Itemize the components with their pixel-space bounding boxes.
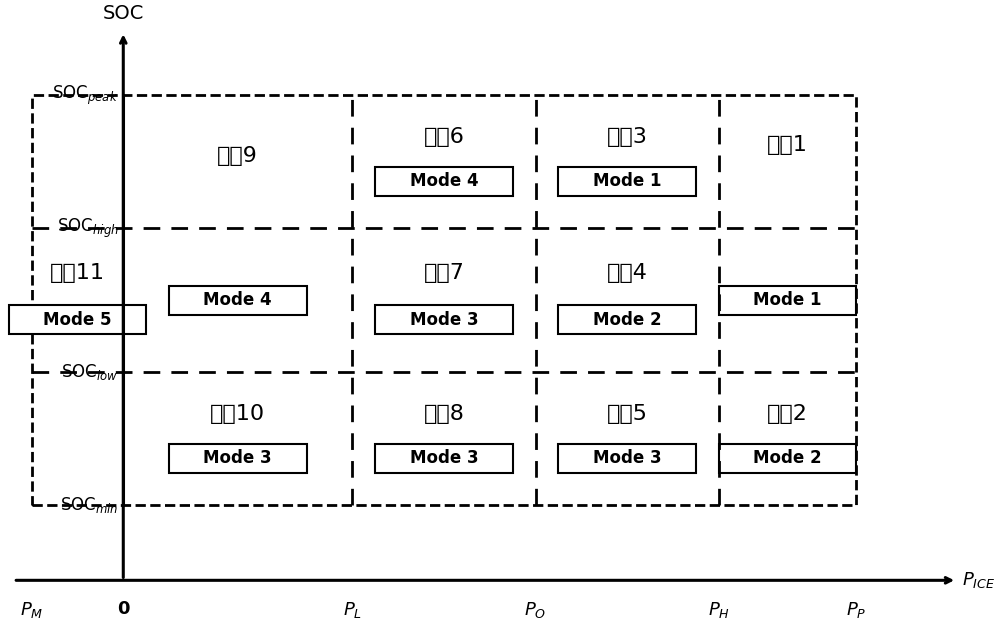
FancyBboxPatch shape xyxy=(375,167,513,196)
Text: 模式9: 模式9 xyxy=(217,146,258,166)
Text: Mode 2: Mode 2 xyxy=(753,449,822,467)
Text: Mode 2: Mode 2 xyxy=(593,311,662,329)
Text: Mode 4: Mode 4 xyxy=(410,172,478,190)
Text: 0: 0 xyxy=(117,600,130,618)
Text: Mode 1: Mode 1 xyxy=(753,292,822,310)
FancyBboxPatch shape xyxy=(9,305,146,334)
Text: SOC$_{high}$: SOC$_{high}$ xyxy=(57,217,119,240)
Text: 模式11: 模式11 xyxy=(50,263,105,283)
FancyBboxPatch shape xyxy=(169,444,307,473)
Text: Mode 3: Mode 3 xyxy=(593,449,662,467)
Text: $P_M$: $P_M$ xyxy=(20,600,43,620)
Text: 模式5: 模式5 xyxy=(607,404,648,424)
Text: SOC$_{peak}$: SOC$_{peak}$ xyxy=(52,83,119,107)
FancyBboxPatch shape xyxy=(375,305,513,334)
Text: $P_P$: $P_P$ xyxy=(846,600,866,620)
Text: Mode 3: Mode 3 xyxy=(203,449,272,467)
FancyBboxPatch shape xyxy=(719,286,856,315)
Text: Mode 4: Mode 4 xyxy=(203,292,272,310)
Text: $P_O$: $P_O$ xyxy=(524,600,547,620)
Text: $P_H$: $P_H$ xyxy=(708,600,730,620)
Text: 模式3: 模式3 xyxy=(607,127,648,147)
FancyBboxPatch shape xyxy=(169,286,307,315)
Text: Mode 3: Mode 3 xyxy=(410,449,478,467)
Text: 模式6: 模式6 xyxy=(424,127,464,147)
FancyBboxPatch shape xyxy=(558,444,696,473)
Text: Mode 1: Mode 1 xyxy=(593,172,661,190)
FancyBboxPatch shape xyxy=(375,444,513,473)
Text: 模式2: 模式2 xyxy=(767,404,808,424)
Text: 模式4: 模式4 xyxy=(607,263,648,283)
Bar xyxy=(32,95,856,505)
FancyBboxPatch shape xyxy=(719,444,856,473)
Text: Mode 5: Mode 5 xyxy=(43,311,112,329)
Text: 模式7: 模式7 xyxy=(424,263,464,283)
Text: $P_L$: $P_L$ xyxy=(343,600,362,620)
Text: 模式1: 模式1 xyxy=(767,135,808,155)
Text: SOC: SOC xyxy=(103,4,144,23)
FancyBboxPatch shape xyxy=(558,167,696,196)
Text: $P_{ICE}$: $P_{ICE}$ xyxy=(962,570,995,591)
Text: SOC$_{min}$: SOC$_{min}$ xyxy=(60,495,119,515)
Text: 模式8: 模式8 xyxy=(424,404,464,424)
Text: SOC$_{low}$: SOC$_{low}$ xyxy=(61,363,119,383)
FancyBboxPatch shape xyxy=(558,305,696,334)
Text: 模式10: 模式10 xyxy=(210,404,265,424)
Text: Mode 3: Mode 3 xyxy=(410,311,478,329)
